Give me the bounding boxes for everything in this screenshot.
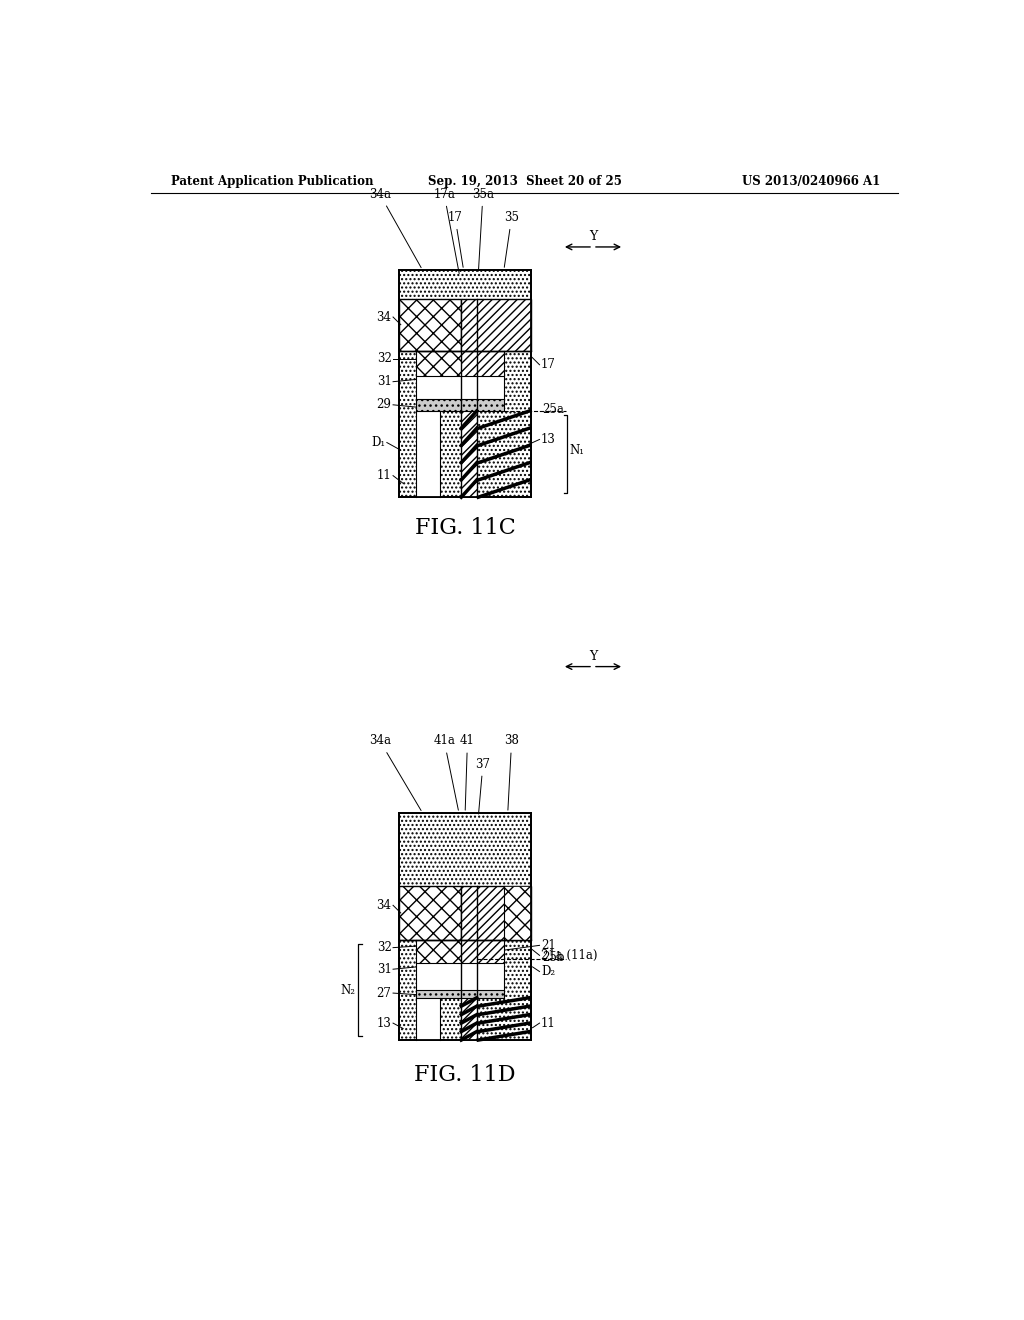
Text: Y: Y xyxy=(589,649,597,663)
Bar xyxy=(399,886,461,940)
Text: 25a: 25a xyxy=(543,403,564,416)
Text: US 2013/0240966 A1: US 2013/0240966 A1 xyxy=(741,176,880,187)
Bar xyxy=(461,997,477,1040)
Text: D₁: D₁ xyxy=(371,436,385,449)
Text: 34: 34 xyxy=(377,310,391,323)
Text: 32: 32 xyxy=(377,352,391,366)
Bar xyxy=(399,298,461,351)
Text: Y: Y xyxy=(589,231,597,243)
Text: 32: 32 xyxy=(377,941,391,954)
Text: 34a: 34a xyxy=(369,187,421,268)
Bar xyxy=(461,351,504,376)
Bar xyxy=(417,351,461,376)
Text: N₁: N₁ xyxy=(569,444,585,457)
Text: 31: 31 xyxy=(377,375,391,388)
Text: 11: 11 xyxy=(377,469,391,482)
Text: 25b: 25b xyxy=(543,952,565,964)
Text: 41a: 41a xyxy=(433,734,459,810)
Text: 37: 37 xyxy=(475,758,490,814)
Bar xyxy=(417,376,504,399)
Text: 13: 13 xyxy=(377,1016,391,1030)
Bar xyxy=(417,411,439,498)
Text: 34a: 34a xyxy=(369,734,421,810)
Text: 29: 29 xyxy=(377,399,391,412)
Bar xyxy=(417,964,504,990)
Text: 31: 31 xyxy=(377,962,391,975)
Text: Sep. 19, 2013  Sheet 20 of 25: Sep. 19, 2013 Sheet 20 of 25 xyxy=(428,176,622,187)
Text: 21a (11a): 21a (11a) xyxy=(541,949,598,962)
Text: 11: 11 xyxy=(541,1016,556,1030)
Bar xyxy=(461,940,504,964)
Bar xyxy=(417,940,461,964)
Bar xyxy=(399,271,531,498)
Text: 17a: 17a xyxy=(433,187,459,273)
Bar xyxy=(417,998,439,1040)
Text: 41: 41 xyxy=(460,734,475,810)
Bar xyxy=(399,813,531,1040)
Text: 17: 17 xyxy=(447,211,463,268)
Text: 35: 35 xyxy=(504,211,519,268)
Text: 35a: 35a xyxy=(472,187,494,271)
Bar xyxy=(504,886,531,940)
Text: 21: 21 xyxy=(541,939,556,952)
Text: Patent Application Publication: Patent Application Publication xyxy=(171,176,373,187)
Text: FIG. 11C: FIG. 11C xyxy=(415,517,515,539)
Text: 13: 13 xyxy=(541,433,556,446)
Text: 34: 34 xyxy=(377,899,391,912)
Text: D₂: D₂ xyxy=(541,965,555,978)
Text: FIG. 11D: FIG. 11D xyxy=(415,1064,516,1085)
Bar xyxy=(417,399,504,411)
Text: 38: 38 xyxy=(504,734,519,810)
Bar xyxy=(461,298,531,351)
Text: N₂: N₂ xyxy=(341,983,356,997)
Text: 27: 27 xyxy=(377,986,391,999)
Bar xyxy=(461,409,477,498)
Bar xyxy=(417,990,504,998)
Text: 17: 17 xyxy=(541,358,556,371)
Bar xyxy=(461,886,531,940)
